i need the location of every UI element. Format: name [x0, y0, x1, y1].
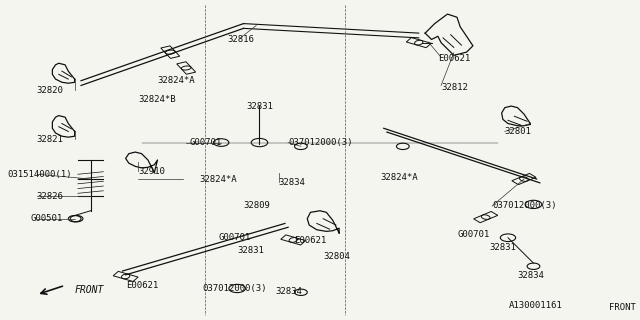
Text: 32834: 32834	[278, 178, 305, 187]
Text: 32824*A: 32824*A	[199, 174, 237, 184]
Text: 32831: 32831	[237, 246, 264, 255]
Text: 32809: 32809	[244, 202, 271, 211]
Text: 32831: 32831	[246, 101, 273, 111]
Text: 32826: 32826	[36, 192, 63, 201]
Text: G00701: G00701	[457, 230, 489, 239]
Text: 32910: 32910	[138, 167, 165, 176]
Text: 037012000(3): 037012000(3)	[288, 138, 353, 147]
Text: FRONT: FRONT	[75, 285, 104, 295]
Text: 32821: 32821	[36, 135, 63, 144]
Text: 32834: 32834	[275, 287, 302, 296]
Text: 32804: 32804	[323, 252, 350, 261]
Bar	[161, 46, 180, 58]
Bar	[177, 62, 196, 74]
Text: E00621: E00621	[438, 54, 470, 63]
Bar	[281, 235, 306, 245]
Text: E00621: E00621	[125, 281, 158, 290]
Text: G00501: G00501	[30, 214, 62, 223]
Text: 32824*A: 32824*A	[157, 76, 195, 85]
Text: 037012000(3): 037012000(3)	[202, 284, 267, 293]
Text: G00701: G00701	[218, 233, 250, 242]
Text: 031514000(1): 031514000(1)	[8, 170, 72, 179]
Text: 037012000(3): 037012000(3)	[492, 202, 557, 211]
Text: FRONT: FRONT	[609, 303, 636, 312]
Text: 32831: 32831	[489, 243, 516, 252]
Text: 32820: 32820	[36, 86, 63, 95]
Text: 32812: 32812	[441, 83, 468, 92]
Bar	[113, 271, 138, 282]
Bar	[474, 212, 498, 223]
Text: 32824*A: 32824*A	[381, 173, 418, 182]
Bar	[512, 173, 536, 185]
Text: E00621: E00621	[294, 236, 327, 245]
Text: 32816: 32816	[227, 35, 254, 44]
Bar	[406, 37, 431, 48]
Text: 32834: 32834	[518, 271, 545, 280]
Text: A130001161: A130001161	[508, 301, 562, 310]
Text: G00701: G00701	[189, 138, 221, 147]
Text: 32824*B: 32824*B	[138, 95, 176, 104]
Text: 32801: 32801	[505, 127, 532, 136]
